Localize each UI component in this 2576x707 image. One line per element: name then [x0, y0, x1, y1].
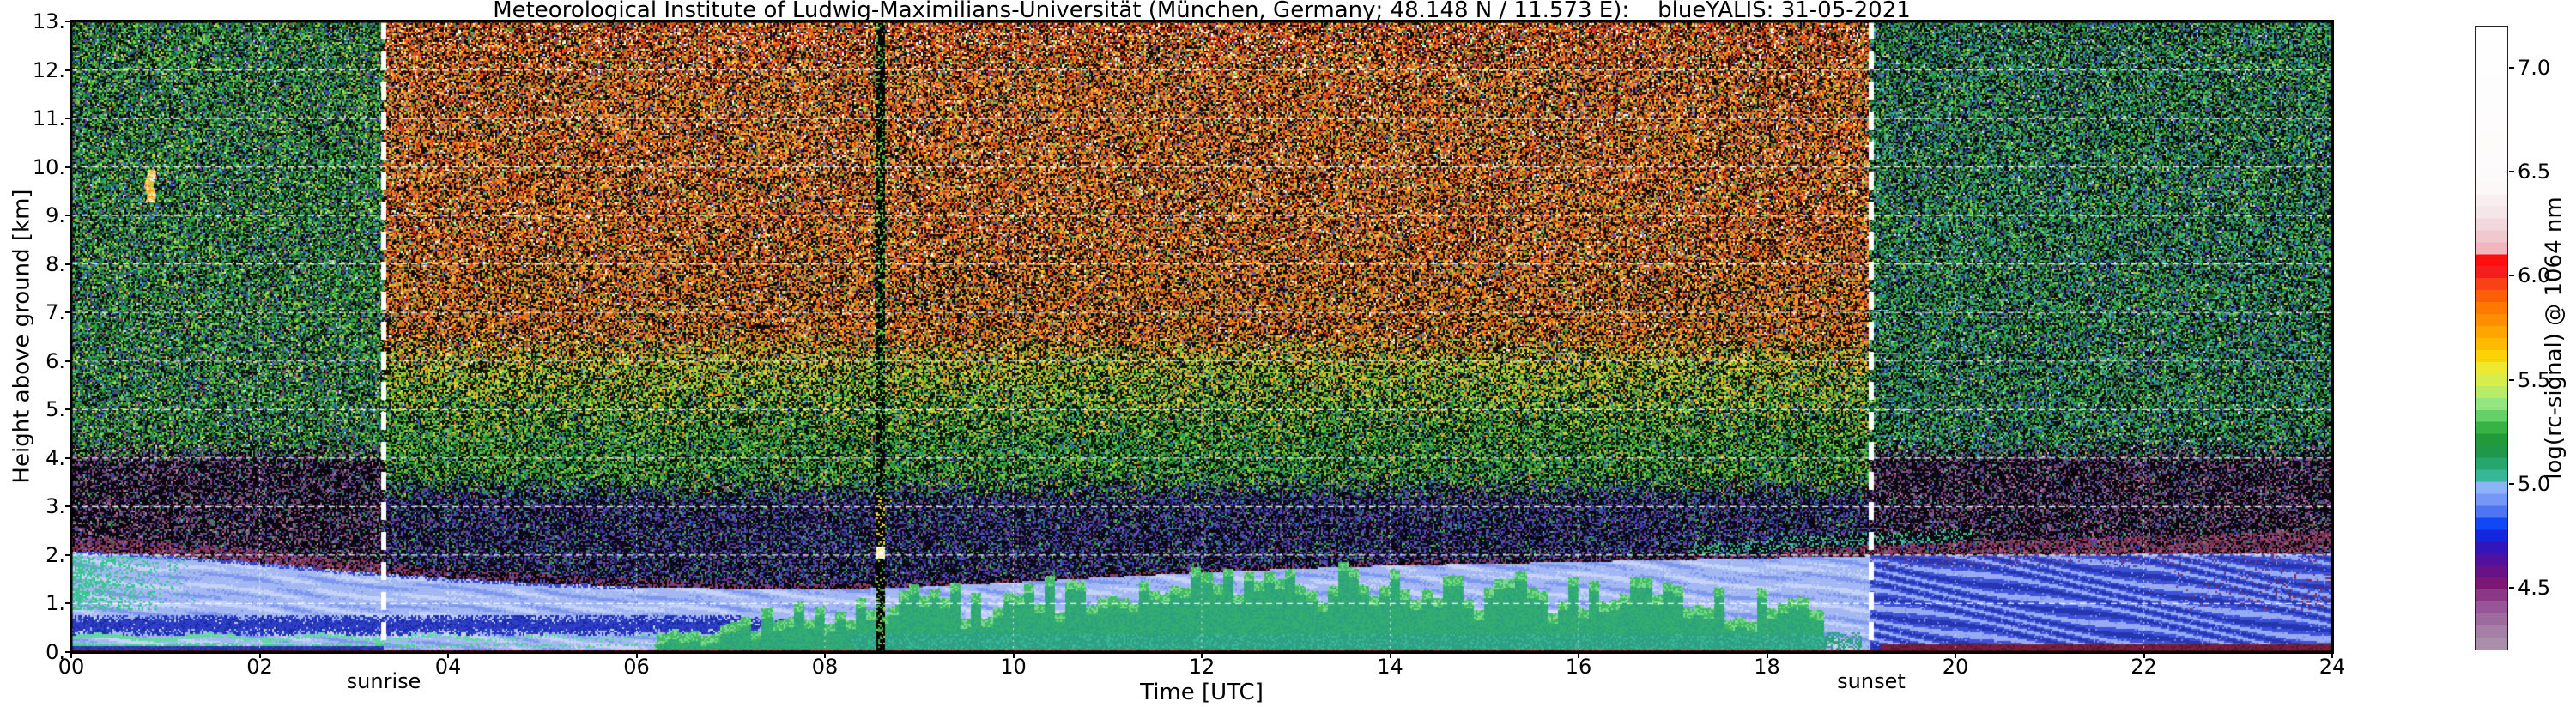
y-tick-label: 11. — [32, 106, 65, 131]
y-tick-mark — [65, 69, 70, 71]
x-tick-mark — [1766, 653, 1768, 658]
y-tick-mark — [65, 166, 70, 168]
y-tick-mark — [65, 602, 70, 605]
x-tick-label: 20 — [1942, 655, 1969, 679]
sunset-annotation: sunset — [1837, 669, 1906, 693]
x-tick-label: 12 — [1188, 655, 1215, 679]
x-tick-label: 18 — [1754, 655, 1780, 679]
x-tick-mark — [635, 653, 638, 658]
colorbar-tick-mark — [2509, 587, 2514, 589]
y-tick-label: 13. — [32, 9, 65, 33]
figure-title: Meteorological Institute of Ludwig-Maxim… — [493, 0, 1911, 23]
x-tick-label: 06 — [623, 655, 650, 679]
colorbar-tick-mark — [2509, 378, 2514, 381]
x-tick-label: 04 — [434, 655, 462, 679]
y-tick-mark — [65, 118, 70, 120]
y-tick-mark — [65, 215, 70, 217]
y-tick-mark — [65, 505, 70, 508]
x-tick-mark — [1955, 653, 1956, 658]
colorbar-label-box: log(rc-signal) @ 1064 nm — [2532, 81, 2576, 595]
lidar-heatmap-canvas — [70, 20, 2334, 654]
y-tick-label: 7. — [45, 300, 65, 325]
colorbar — [2475, 26, 2508, 650]
sunrise-annotation: sunrise — [346, 669, 421, 693]
colorbar-tick-label: 7.0 — [2518, 55, 2551, 80]
x-tick-label: 02 — [246, 655, 273, 679]
colorbar-tick-label: 4.5 — [2518, 576, 2551, 601]
y-tick-mark — [65, 408, 70, 411]
y-tick-mark — [65, 553, 70, 556]
x-tick-mark — [1389, 653, 1391, 658]
colorbar-tick-label: 6.5 — [2518, 159, 2551, 184]
colorbar-tick-mark — [2509, 170, 2514, 172]
x-tick-mark — [1012, 653, 1015, 658]
y-tick-label: 8. — [45, 251, 65, 276]
y-tick-label: 6. — [45, 348, 65, 373]
y-tick-mark — [65, 456, 70, 459]
y-tick-label: 5. — [45, 397, 65, 422]
x-tick-mark — [824, 653, 826, 658]
colorbar-tick-label: 6.0 — [2518, 263, 2551, 288]
x-tick-label: 14 — [1377, 655, 1403, 679]
y-tick-label: 12. — [32, 57, 65, 82]
x-tick-mark — [70, 653, 72, 658]
y-tick-label: 2. — [45, 542, 65, 567]
x-tick-label: 10 — [1000, 655, 1027, 679]
x-tick-mark — [1578, 653, 1579, 658]
y-tick-label: 10. — [32, 154, 65, 179]
colorbar-gradient — [2476, 27, 2507, 650]
x-axis-label: Time [UTC] — [1140, 680, 1264, 705]
colorbar-tick-mark — [2509, 66, 2514, 69]
x-tick-label: 22 — [2131, 655, 2157, 679]
y-tick-mark — [65, 651, 70, 653]
x-tick-mark — [1201, 653, 1203, 658]
x-tick-mark — [2143, 653, 2145, 658]
x-tick-mark — [2331, 653, 2333, 658]
colorbar-tick-mark — [2509, 275, 2514, 277]
x-tick-label: 24 — [2318, 655, 2346, 679]
x-tick-mark — [447, 653, 449, 658]
y-axis-label: Height above ground [km] — [9, 189, 36, 484]
y-tick-label: 1. — [45, 591, 65, 616]
y-tick-mark — [65, 21, 70, 22]
x-tick-label: 08 — [811, 655, 839, 679]
x-tick-label: 00 — [58, 655, 85, 679]
y-tick-mark — [65, 311, 70, 314]
colorbar-tick-label: 5.5 — [2518, 367, 2551, 392]
colorbar-label: log(rc-signal) @ 1064 nm — [2542, 196, 2567, 480]
y-tick-label: 9. — [45, 203, 65, 228]
y-tick-label: 3. — [45, 494, 65, 519]
colorbar-tick-label: 5.0 — [2518, 471, 2551, 496]
x-tick-label: 16 — [1565, 655, 1592, 679]
x-tick-mark — [258, 653, 261, 658]
y-tick-label: 0. — [45, 640, 65, 664]
colorbar-tick-mark — [2509, 482, 2514, 485]
y-tick-label: 4. — [45, 445, 65, 470]
y-tick-mark — [65, 263, 70, 265]
y-tick-mark — [65, 360, 70, 362]
